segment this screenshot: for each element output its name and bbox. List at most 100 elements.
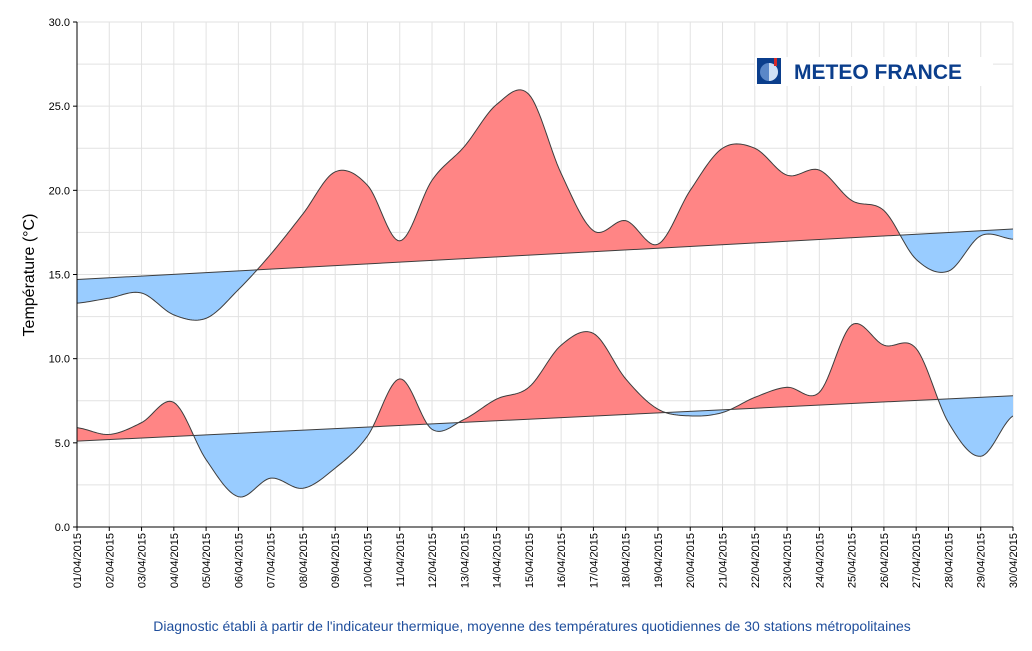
data-point bbox=[495, 398, 498, 401]
area-below-normal-series-1 bbox=[900, 229, 1013, 273]
data-point bbox=[366, 184, 369, 187]
x-tick-label: 13/04/2015 bbox=[459, 533, 471, 588]
area-below-normal-series-2 bbox=[193, 426, 373, 498]
x-tick-label: 28/04/2015 bbox=[943, 533, 955, 588]
data-point bbox=[205, 317, 208, 320]
data-point bbox=[818, 169, 821, 172]
data-point bbox=[205, 458, 208, 461]
area-below-normal-series-2 bbox=[427, 422, 459, 432]
series-line-1 bbox=[77, 89, 1013, 321]
data-point bbox=[172, 313, 175, 316]
x-tick-label: 07/04/2015 bbox=[266, 533, 278, 588]
normal-line-1 bbox=[77, 228, 1013, 281]
x-tick-label: 16/04/2015 bbox=[556, 533, 568, 588]
x-tick-label: 27/04/2015 bbox=[911, 533, 923, 588]
x-tick-label: 06/04/2015 bbox=[233, 533, 245, 588]
data-point bbox=[882, 209, 885, 212]
data-point bbox=[753, 147, 756, 150]
data-point bbox=[237, 495, 240, 498]
area-above-normal-series-1 bbox=[257, 89, 901, 270]
y-tick-label: 20.0 bbox=[49, 185, 70, 197]
y-axis-title: Température (°C) bbox=[21, 214, 38, 337]
data-point bbox=[366, 435, 369, 438]
area-below-normal-series-2 bbox=[938, 395, 1013, 457]
x-tick-label: 05/04/2015 bbox=[201, 533, 213, 588]
area-above-normal-series-2 bbox=[458, 331, 666, 423]
data-point bbox=[140, 421, 143, 424]
y-tick-label: 30.0 bbox=[49, 17, 70, 29]
x-tick-label: 21/04/2015 bbox=[718, 533, 730, 588]
y-tick-label: 0.0 bbox=[55, 522, 70, 534]
x-tick-labels: 01/04/2015 02/04/2015 03/04/2015 04/04/2015… bbox=[72, 527, 1020, 588]
area-below-normal-series-1 bbox=[77, 269, 258, 321]
meteo-france-logo: METEO FRANCE bbox=[755, 57, 993, 86]
data-point bbox=[237, 288, 240, 291]
x-tick-label: 02/04/2015 bbox=[104, 533, 116, 588]
data-point bbox=[624, 377, 627, 380]
meteo-france-emblem-icon bbox=[757, 58, 781, 84]
data-point bbox=[786, 174, 789, 177]
x-tick-label: 11/04/2015 bbox=[395, 533, 407, 587]
data-point bbox=[108, 297, 111, 300]
data-point bbox=[527, 386, 530, 389]
area-above-normal-series-2 bbox=[372, 378, 428, 427]
x-tick-label: 24/04/2015 bbox=[814, 533, 826, 588]
data-point bbox=[850, 324, 853, 327]
data-point bbox=[592, 332, 595, 335]
chart-caption: Diagnostic établi à partir de l'indicate… bbox=[153, 618, 911, 634]
data-lines bbox=[77, 89, 1013, 498]
data-point bbox=[398, 239, 401, 242]
x-tick-label: 17/04/2015 bbox=[588, 533, 600, 588]
x-tick-label: 12/04/2015 bbox=[427, 533, 439, 588]
x-tick-label: 03/04/2015 bbox=[137, 533, 149, 588]
data-point bbox=[334, 467, 337, 470]
x-tick-label: 26/04/2015 bbox=[879, 533, 891, 588]
data-point bbox=[495, 103, 498, 106]
data-point bbox=[301, 487, 304, 490]
data-point bbox=[431, 428, 434, 431]
data-point bbox=[269, 477, 272, 480]
x-tick-label: 22/04/2015 bbox=[750, 533, 762, 588]
x-tick-label: 19/04/2015 bbox=[653, 533, 665, 588]
data-point bbox=[140, 292, 143, 295]
data-point bbox=[656, 243, 659, 246]
data-point bbox=[592, 229, 595, 232]
x-tick-label: 25/04/2015 bbox=[847, 533, 859, 588]
y-tick-label: 5.0 bbox=[55, 438, 70, 450]
data-point bbox=[560, 344, 563, 347]
data-point bbox=[721, 147, 724, 150]
area-above-normal-series-2 bbox=[77, 401, 194, 442]
x-tick-label: 10/04/2015 bbox=[362, 533, 374, 588]
y-tick-label: 15.0 bbox=[49, 270, 70, 282]
data-point bbox=[527, 93, 530, 96]
series-line-2 bbox=[77, 322, 1013, 498]
x-tick-label: 15/04/2015 bbox=[524, 533, 536, 588]
y-tick-labels: 0.0 5.0 10.0 15.0 20.0 25.0 30.0 bbox=[49, 17, 77, 534]
data-point bbox=[882, 344, 885, 347]
data-point bbox=[334, 170, 337, 173]
data-point bbox=[172, 401, 175, 404]
data-point bbox=[947, 421, 950, 424]
normal-line-2 bbox=[77, 395, 1013, 442]
data-point bbox=[431, 179, 434, 182]
data-point bbox=[624, 219, 627, 222]
data-point bbox=[689, 414, 692, 417]
logo-text: METEO FRANCE bbox=[794, 61, 962, 84]
data-point bbox=[463, 145, 466, 148]
y-tick-label: 25.0 bbox=[49, 101, 70, 113]
data-point bbox=[560, 172, 563, 175]
data-point bbox=[269, 253, 272, 256]
data-point bbox=[979, 234, 982, 237]
data-point bbox=[818, 391, 821, 394]
data-point bbox=[398, 377, 401, 380]
data-point bbox=[721, 411, 724, 414]
x-tick-label: 09/04/2015 bbox=[330, 533, 342, 588]
data-point bbox=[656, 408, 659, 411]
data-point bbox=[301, 212, 304, 215]
data-point bbox=[915, 258, 918, 261]
y-tick-label: 10.0 bbox=[49, 354, 70, 366]
x-tick-label: 08/04/2015 bbox=[298, 533, 310, 588]
x-tick-label: 01/04/2015 bbox=[72, 533, 84, 588]
data-point bbox=[108, 433, 111, 436]
